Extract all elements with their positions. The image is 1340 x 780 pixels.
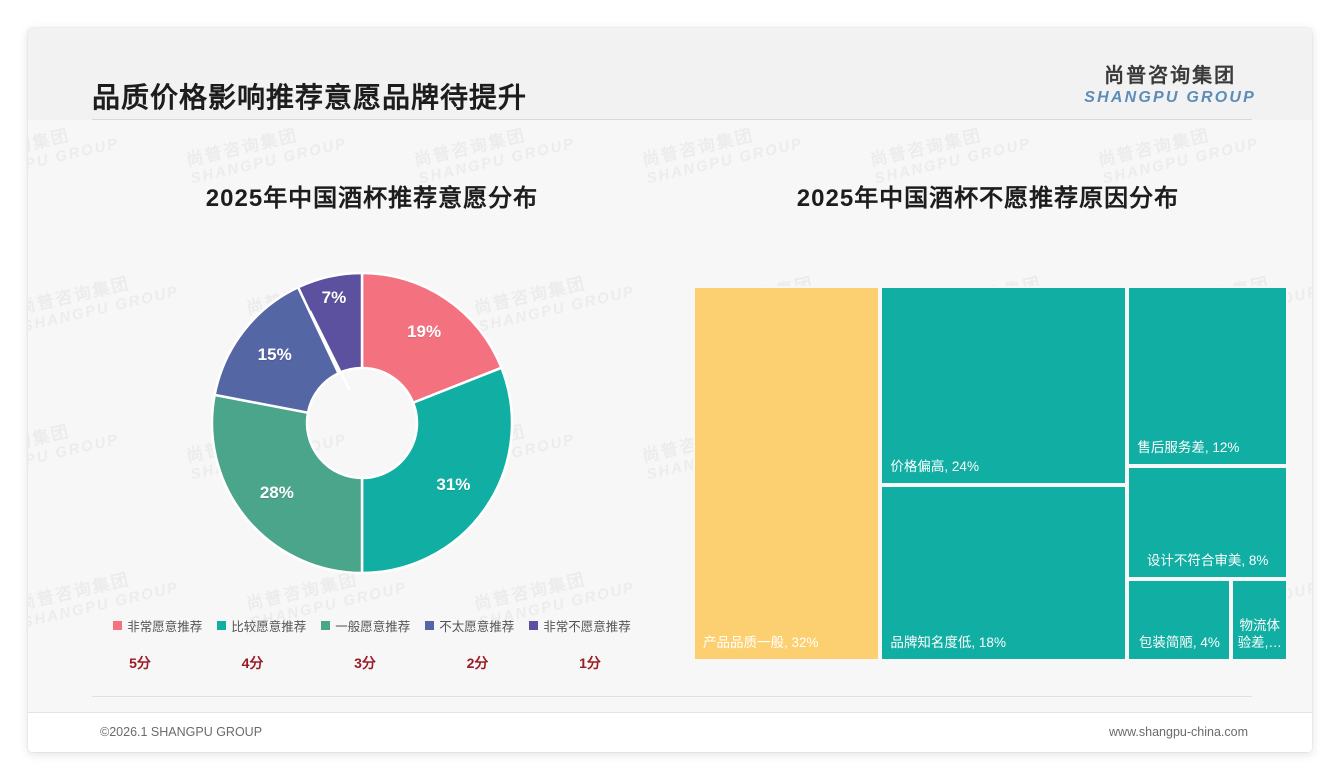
legend-item[interactable]: 不太愿意推荐 <box>425 616 514 635</box>
legend-item-label: 非常不愿意推荐 <box>543 620 631 634</box>
treemap-cell[interactable]: 价格偏高, 24% <box>880 286 1128 485</box>
treemap-cell[interactable]: 设计不符合审美, 8% <box>1127 466 1288 579</box>
donut-slice[interactable] <box>360 366 514 575</box>
website-link[interactable]: www.shangpu-china.com <box>1109 725 1248 739</box>
score-label: 2分 <box>466 655 489 671</box>
score-label: 5分 <box>129 655 151 671</box>
donut-svg <box>210 271 514 575</box>
treemap-cell-label: 品牌知名度低, 18% <box>890 635 1006 650</box>
slide-header: 品质价格影响推荐意愿品牌待提升 尚普咨询集团 SHANGPU GROUP <box>28 28 1312 120</box>
treemap-chart-title: 2025年中国酒杯不愿推荐原因分布 <box>796 185 1180 212</box>
donut-slice[interactable] <box>213 285 341 415</box>
treemap-cell-label: 价格偏高, 24% <box>890 458 979 474</box>
brand-logo: 尚普咨询集团 SHANGPU GROUP <box>1084 64 1256 107</box>
copyright-text: ©2026.1 SHANGPU GROUP <box>100 725 263 739</box>
treemap-cell-label: 包装简陋, 4% <box>1138 635 1220 650</box>
treemap-cell[interactable]: 物流体验差,… <box>1231 578 1288 661</box>
legend-swatch-icon <box>529 621 539 630</box>
donut-chart-title: 2025年中国酒杯推荐意愿分布 <box>205 185 539 212</box>
donut-slice[interactable] <box>210 393 364 575</box>
donut-slice-value: 7% <box>321 287 347 307</box>
score-label: 3分 <box>354 655 376 671</box>
treemap-cell[interactable]: 产品品质一般, 32% <box>693 286 881 661</box>
treemap-cell[interactable]: 品牌知名度低, 18% <box>880 484 1128 661</box>
legend-item[interactable]: 非常不愿意推荐 <box>529 616 631 635</box>
logo-chinese-text: 尚普咨询集团 <box>1104 65 1237 87</box>
treemap-cell-label: 物流体验差,… <box>1237 618 1282 650</box>
donut-chart: 19% 31% 28% 15% 7% <box>162 253 562 593</box>
donut-slice-value: 15% <box>257 345 292 365</box>
legend-item-label: 非常愿意推荐 <box>127 620 203 634</box>
legend-item-label: 一般愿意推荐 <box>335 620 411 634</box>
legend-item-label: 比较愿意推荐 <box>231 620 307 634</box>
legend-swatch-icon <box>321 621 331 630</box>
donut-slice-value: 28% <box>259 483 294 503</box>
slide-canvas: 品质价格影响推荐意愿品牌待提升 尚普咨询集团 SHANGPU GROUP 尚普咨… <box>28 28 1312 752</box>
legend-swatch-icon <box>425 621 435 630</box>
legend-item[interactable]: 比较愿意推荐 <box>217 616 306 635</box>
treemap-chart: 产品品质一般, 32% 价格偏高, 24% 品牌知名度低, 18% 售后服务差, 12… <box>693 286 1288 661</box>
legend-item[interactable]: 一般愿意推荐 <box>321 616 410 635</box>
treemap-chart-panel: 2025年中国酒杯不愿推荐原因分布 产品品质一般, 32% 价格偏高, 24% 品牌… <box>688 148 1288 728</box>
legend-item[interactable]: 非常愿意推荐 <box>113 616 202 635</box>
treemap-cell-label: 售后服务差, 12% <box>1137 440 1240 455</box>
donut-legend: 非常愿意推荐 比较愿意推荐 一般愿意推荐 不太愿意推荐 非常不愿意推荐 <box>72 616 672 635</box>
treemap-cell[interactable]: 售后服务差, 12% <box>1127 286 1288 466</box>
treemap-cell-label: 产品品质一般, 32% <box>703 635 819 650</box>
score-label: 1分 <box>579 655 601 671</box>
slice-leader-line <box>308 310 352 392</box>
slide-footer: ©2026.1 SHANGPU GROUP www.shangpu-china.… <box>28 712 1312 752</box>
treemap-cell[interactable]: 包装简陋, 4% <box>1127 578 1232 661</box>
legend-swatch-icon <box>113 621 123 630</box>
page-title: 品质价格影响推荐意愿品牌待提升 <box>92 82 528 113</box>
score-scale-row: 5分 4分 3分 2分 1分 <box>100 653 630 673</box>
donut-slice[interactable] <box>296 271 364 375</box>
donut-chart-panel: 2025年中国酒杯推荐意愿分布 19% 31% 28% 15% 7% 非常愿意推荐 比较愿… <box>72 148 672 728</box>
legend-swatch-icon <box>217 621 227 630</box>
footnote-divider <box>92 696 1252 697</box>
header-divider <box>92 119 1252 120</box>
logo-english-text: SHANGPU GROUP <box>1084 89 1256 106</box>
score-label: 4分 <box>241 655 264 671</box>
donut-slice[interactable] <box>360 271 504 405</box>
treemap-cell-label: 设计不符合审美, 8% <box>1146 552 1269 568</box>
legend-item-label: 不太愿意推荐 <box>439 620 515 634</box>
donut-slice-value: 19% <box>407 321 442 341</box>
donut-slice-value: 31% <box>436 475 471 495</box>
